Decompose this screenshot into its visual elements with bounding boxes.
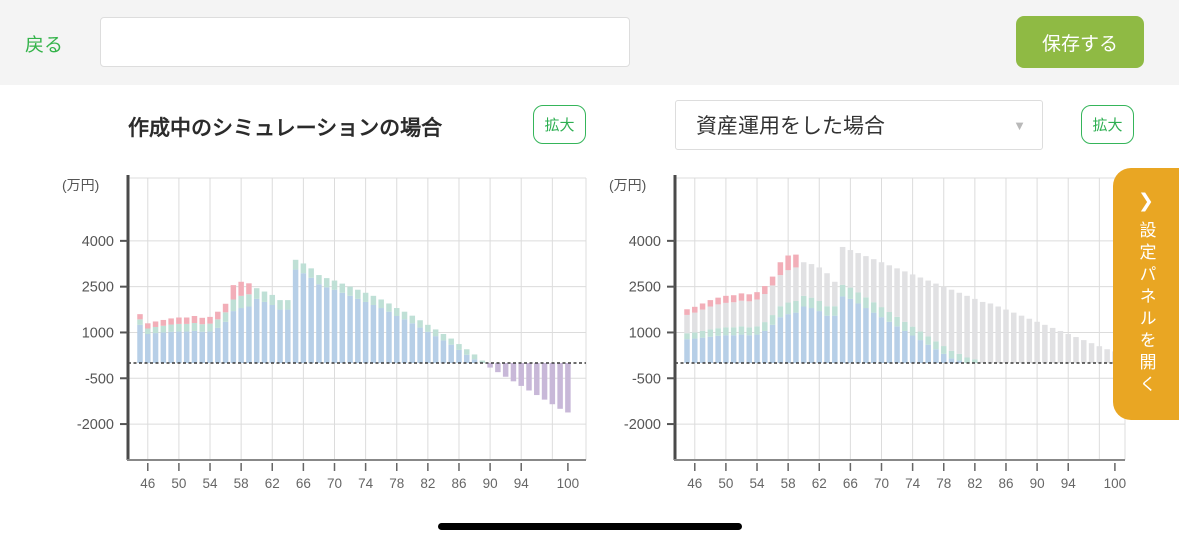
svg-text:100: 100 — [1104, 476, 1127, 491]
svg-text:54: 54 — [750, 476, 766, 491]
svg-text:46: 46 — [140, 476, 155, 491]
svg-text:74: 74 — [358, 476, 374, 491]
svg-text:-2000: -2000 — [77, 417, 114, 433]
svg-text:50: 50 — [718, 476, 733, 491]
svg-text:66: 66 — [296, 476, 311, 491]
expand-left-button[interactable]: 拡大 — [533, 105, 586, 144]
svg-text:54: 54 — [203, 476, 219, 491]
expand-right-button[interactable]: 拡大 — [1081, 105, 1134, 144]
svg-text:2500: 2500 — [82, 280, 114, 296]
chevron-down-icon: ▼ — [1013, 118, 1026, 133]
scenario-select-value: 資産運用をした場合 — [696, 115, 885, 138]
svg-text:100: 100 — [557, 476, 580, 491]
svg-text:90: 90 — [1030, 476, 1045, 491]
svg-text:62: 62 — [265, 476, 280, 491]
left-chart-title: 作成中のシミュレーションの場合 — [128, 117, 443, 140]
save-button[interactable]: 保存する — [1016, 16, 1144, 68]
svg-text:46: 46 — [687, 476, 702, 491]
svg-text:(万円): (万円) — [609, 177, 646, 193]
chevron-right-icon: ❯ — [1138, 191, 1154, 212]
scenario-select[interactable]: 資産運用をした場合 ▼ — [675, 100, 1043, 150]
svg-text:1000: 1000 — [629, 325, 661, 341]
svg-text:78: 78 — [389, 476, 404, 491]
svg-text:58: 58 — [234, 476, 249, 491]
svg-text:4000: 4000 — [629, 234, 661, 250]
svg-text:70: 70 — [874, 476, 889, 491]
svg-text:2500: 2500 — [629, 280, 661, 296]
svg-text:58: 58 — [781, 476, 796, 491]
svg-text:1000: 1000 — [82, 325, 114, 341]
settings-panel-toggle[interactable]: ❯ 設定パネルを開く — [1113, 168, 1179, 420]
svg-text:78: 78 — [936, 476, 951, 491]
svg-text:70: 70 — [327, 476, 342, 491]
svg-text:86: 86 — [451, 476, 466, 491]
svg-text:82: 82 — [420, 476, 435, 491]
svg-text:74: 74 — [905, 476, 921, 491]
svg-text:86: 86 — [998, 476, 1013, 491]
investment-chart: 4000 2500 1000 -500 -2000 46 50 54 58 62 66 70 74 78 8… — [605, 163, 1165, 503]
svg-text:-2000: -2000 — [624, 417, 661, 433]
back-link[interactable]: 戻る — [25, 35, 64, 56]
svg-text:94: 94 — [514, 476, 530, 491]
svg-text:-500: -500 — [632, 371, 661, 387]
svg-text:62: 62 — [812, 476, 827, 491]
simulation-chart: 4000 2500 1000 -500 -2000 46 50 54 58 62 66 70 74 78 8… — [58, 163, 618, 503]
simulation-title-input[interactable] — [100, 17, 630, 67]
svg-text:50: 50 — [171, 476, 186, 491]
header-bar: 戻る 保存する — [0, 0, 1179, 85]
svg-text:-500: -500 — [85, 371, 114, 387]
settings-panel-label: 設定パネルを開く — [1136, 221, 1156, 397]
svg-text:94: 94 — [1061, 476, 1077, 491]
svg-text:90: 90 — [483, 476, 498, 491]
svg-text:(万円): (万円) — [62, 177, 99, 193]
svg-text:4000: 4000 — [82, 234, 114, 250]
svg-text:82: 82 — [967, 476, 982, 491]
svg-text:66: 66 — [843, 476, 858, 491]
home-indicator-bar[interactable] — [438, 523, 742, 530]
